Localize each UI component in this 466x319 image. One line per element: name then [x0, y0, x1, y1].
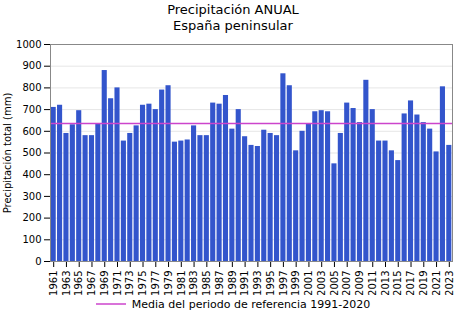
- html-text:Media del periodo de referenci: Media del periodo de referencia 1991-202…: [131, 297, 371, 311]
- svg-text:1969: 1969: [99, 271, 110, 296]
- svg-text:1973: 1973: [124, 271, 135, 296]
- svg-text:2009: 2009: [354, 271, 365, 296]
- svg-text:2001: 2001: [303, 271, 314, 296]
- svg-text:800: 800: [22, 82, 41, 93]
- svg-text:1971: 1971: [112, 271, 123, 296]
- svg-text:0: 0: [35, 256, 41, 267]
- svg-text:1965: 1965: [73, 271, 84, 296]
- svg-text:2015: 2015: [392, 271, 403, 296]
- svg-text:1979: 1979: [163, 271, 174, 296]
- svg-text:1995: 1995: [265, 271, 276, 296]
- svg-text:1987: 1987: [214, 271, 225, 296]
- html-text:Precipitación ANUAL: Precipitación ANUAL: [167, 2, 299, 17]
- svg-text:1981: 1981: [176, 271, 187, 296]
- svg-text:2019: 2019: [418, 271, 429, 296]
- svg-text:2011: 2011: [367, 271, 378, 296]
- svg-text:2003: 2003: [316, 271, 327, 296]
- svg-text:600: 600: [22, 126, 41, 137]
- svg-text:2013: 2013: [380, 271, 391, 296]
- html-text:España peninsular: España peninsular: [173, 18, 293, 33]
- svg-text:2005: 2005: [329, 271, 340, 296]
- svg-text:1963: 1963: [61, 271, 72, 296]
- svg-text:Precipitación total (mm): Precipitación total (mm): [2, 93, 13, 214]
- svg-text:1989: 1989: [227, 271, 238, 296]
- svg-text:900: 900: [22, 60, 41, 71]
- svg-text:1975: 1975: [137, 271, 148, 296]
- svg-text:1000: 1000: [16, 39, 41, 50]
- svg-text:500: 500: [22, 147, 41, 158]
- svg-text:200: 200: [22, 212, 41, 223]
- svg-text:2007: 2007: [341, 271, 352, 296]
- svg-text:300: 300: [22, 191, 41, 202]
- svg-text:1993: 1993: [252, 271, 263, 296]
- svg-text:100: 100: [22, 234, 41, 245]
- svg-text:1967: 1967: [86, 271, 97, 296]
- svg-text:1961: 1961: [48, 271, 59, 296]
- svg-text:1991: 1991: [239, 271, 250, 296]
- svg-text:400: 400: [22, 169, 41, 180]
- svg-text:1977: 1977: [150, 271, 161, 296]
- svg-text:1999: 1999: [290, 271, 301, 296]
- svg-text:1983: 1983: [188, 271, 199, 296]
- svg-text:1997: 1997: [278, 271, 289, 296]
- svg-text:2017: 2017: [405, 271, 416, 296]
- svg-text:2021: 2021: [431, 271, 442, 296]
- svg-text:700: 700: [22, 104, 41, 115]
- svg-text:2023: 2023: [444, 271, 455, 296]
- svg-text:1985: 1985: [201, 271, 212, 296]
